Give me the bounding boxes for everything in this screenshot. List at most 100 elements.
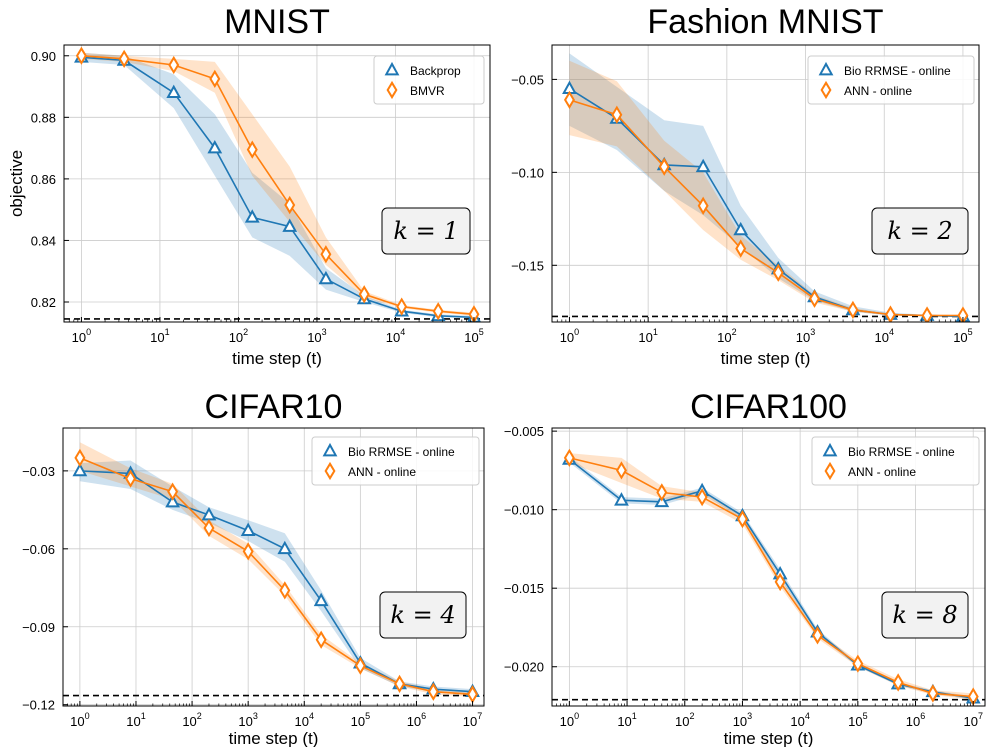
data-point <box>284 195 296 215</box>
x-tick-label: 102 <box>717 327 736 345</box>
y-tick-label: 0.82 <box>31 295 56 310</box>
x-tick-exponent: 3 <box>253 711 258 721</box>
data-point <box>277 540 293 555</box>
k-annotation-text: k = 1 <box>393 217 458 245</box>
data-point <box>614 492 629 506</box>
data-point <box>696 487 708 507</box>
x-tick-exponent: 1 <box>141 711 146 721</box>
x-tick-base: 10 <box>638 330 652 345</box>
x-tick-base: 10 <box>963 714 977 729</box>
x-tick-label: 103 <box>238 711 257 729</box>
confidence-band <box>569 453 974 700</box>
data-point <box>203 518 215 538</box>
x-tick-base: 10 <box>463 714 477 729</box>
x-tick-base: 10 <box>560 330 574 345</box>
legend-label: Bio RRMSE - online <box>844 64 951 78</box>
data-point <box>432 302 444 321</box>
y-tick-label: 0.84 <box>31 233 56 248</box>
series-line <box>569 457 974 698</box>
x-tick-base: 10 <box>407 714 421 729</box>
legend-box <box>811 436 980 486</box>
x-tick-base: 10 <box>790 714 804 729</box>
data-point <box>165 493 181 508</box>
x-tick-exponent: 4 <box>805 711 810 721</box>
x-tick-exponent: 1 <box>653 327 658 337</box>
x-axis-label: time step (t) <box>232 349 322 368</box>
legend-marker <box>324 461 336 481</box>
x-tick-label: 104 <box>790 711 809 729</box>
x-tick-exponent: 3 <box>747 711 752 721</box>
x-tick-base: 10 <box>295 714 309 729</box>
chart-title: Fashion MNIST <box>647 3 883 41</box>
axes-frame <box>62 427 485 707</box>
x-tick-base: 10 <box>238 714 252 729</box>
y-tick-label: −0.15 <box>511 258 544 273</box>
legend-label: Bio RRMSE - online <box>348 445 455 459</box>
data-point <box>118 49 130 68</box>
k-annotation-text: k = 4 <box>390 601 455 629</box>
x-tick-label: 106 <box>407 711 426 729</box>
legend-marker <box>322 442 338 457</box>
x-tick-base: 10 <box>150 330 164 345</box>
data-point <box>735 239 747 258</box>
data-point <box>656 483 668 502</box>
data-point <box>209 69 221 88</box>
x-tick-label: 104 <box>874 327 893 345</box>
chart-title: CIFAR10 <box>205 388 343 426</box>
x-tick-base: 10 <box>126 714 140 729</box>
x-tick-exponent: 1 <box>165 327 170 337</box>
data-point <box>695 158 711 173</box>
x-tick-exponent: 0 <box>574 711 579 721</box>
axes-frame <box>551 44 980 323</box>
data-point <box>927 684 939 703</box>
y-tick-label: −0.05 <box>511 72 544 87</box>
x-tick-base: 10 <box>72 330 86 345</box>
y-axis-label: objective <box>7 150 26 217</box>
data-point <box>396 297 408 316</box>
k-annotation-text: k = 8 <box>892 601 957 629</box>
confidence-band <box>81 52 474 316</box>
data-point <box>318 270 334 285</box>
data-point <box>246 140 258 159</box>
x-tick-label: 103 <box>796 327 815 345</box>
data-point <box>957 306 969 322</box>
x-tick-label: 104 <box>295 711 314 729</box>
data-point <box>563 448 575 467</box>
x-tick-label: 103 <box>307 327 326 345</box>
x-tick-label: 101 <box>638 327 657 345</box>
x-tick-base: 10 <box>675 714 689 729</box>
x-tick-base: 10 <box>307 330 321 345</box>
x-axis-label: time step (t) <box>724 729 814 747</box>
data-point <box>313 592 329 607</box>
x-tick-base: 10 <box>351 714 365 729</box>
data-point <box>320 245 332 264</box>
x-tick-label: 104 <box>386 327 405 345</box>
confidence-band <box>79 442 473 697</box>
x-tick-label: 102 <box>229 327 248 345</box>
x-tick-base: 10 <box>70 714 84 729</box>
x-tick-exponent: 5 <box>863 711 868 721</box>
x-tick-label: 100 <box>560 711 579 729</box>
x-tick-base: 10 <box>874 330 888 345</box>
x-tick-exponent: 7 <box>477 711 482 721</box>
y-tick-label: −0.015 <box>504 581 544 596</box>
axes-frame <box>63 44 491 323</box>
x-tick-base: 10 <box>733 714 747 729</box>
x-tick-exponent: 7 <box>978 711 983 721</box>
x-tick-base: 10 <box>717 330 731 345</box>
data-point <box>847 300 859 320</box>
data-point <box>772 263 784 282</box>
legend-label: Bio RRMSE - online <box>848 445 955 459</box>
x-tick-base: 10 <box>560 714 574 729</box>
y-tick-label: 0.90 <box>31 49 56 64</box>
data-point <box>168 55 180 75</box>
x-tick-exponent: 6 <box>920 711 925 721</box>
x-axis-label: time step (t) <box>721 349 811 368</box>
k-annotation-box <box>381 207 471 255</box>
data-point <box>611 105 623 124</box>
x-tick-exponent: 2 <box>197 711 202 721</box>
legend-box <box>807 55 975 105</box>
data-point <box>244 209 260 223</box>
